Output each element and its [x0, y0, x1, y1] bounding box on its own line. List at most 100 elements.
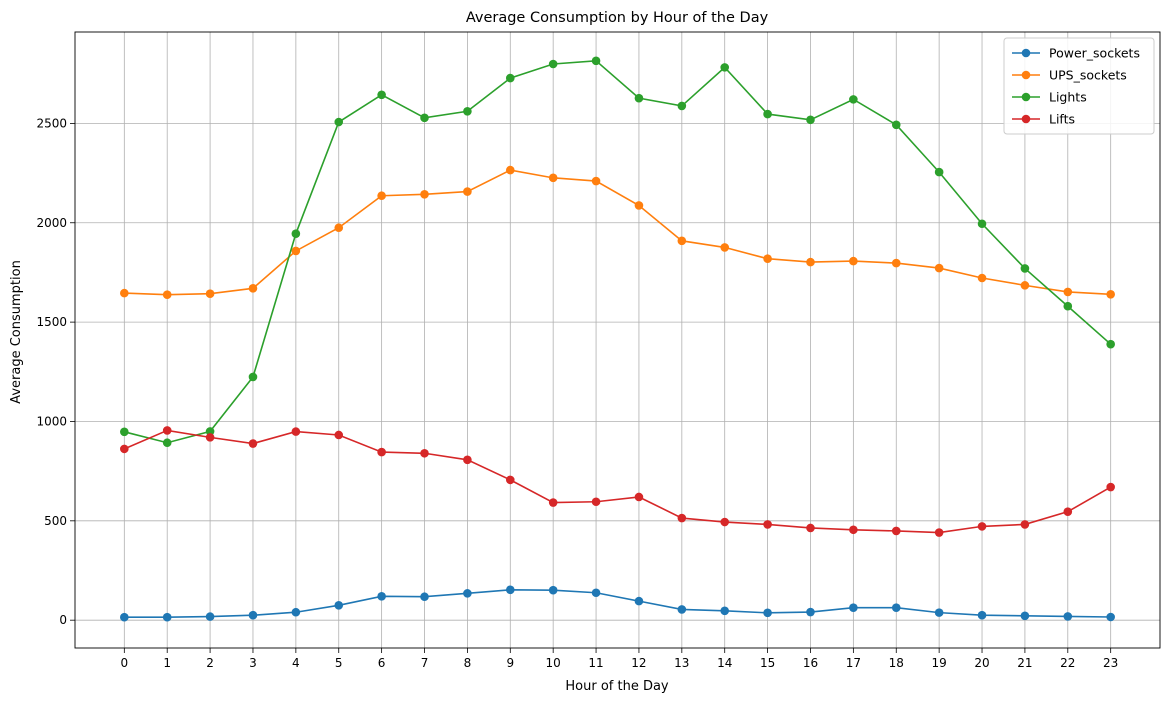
data-point — [1020, 281, 1030, 290]
x-tick-label: 13 — [674, 656, 689, 670]
series-line — [124, 429, 1112, 534]
data-point — [891, 526, 901, 536]
data-point — [1106, 612, 1115, 622]
x-tick-label: 10 — [546, 656, 561, 670]
data-point — [548, 173, 558, 183]
data-point — [720, 606, 730, 616]
data-point — [505, 165, 515, 175]
y-tick-label: 2000 — [36, 216, 67, 230]
data-point — [548, 585, 558, 595]
data-point — [806, 607, 815, 617]
data-point — [1106, 289, 1115, 299]
data-point — [1063, 507, 1073, 516]
data-point — [162, 290, 172, 299]
x-tick-label: 17 — [846, 656, 861, 670]
data-point — [591, 176, 601, 186]
data-point — [634, 492, 644, 502]
x-tick-label: 4 — [292, 656, 300, 670]
data-point — [377, 447, 386, 457]
x-tick-label: 14 — [717, 656, 732, 670]
data-point — [291, 246, 301, 256]
data-point — [591, 56, 601, 66]
data-point — [849, 603, 858, 612]
data-point — [291, 607, 301, 617]
data-point — [720, 243, 730, 252]
data-point — [548, 498, 558, 507]
data-point — [205, 433, 215, 442]
data-point — [1020, 264, 1030, 273]
data-point — [891, 603, 901, 612]
data-point — [162, 612, 172, 622]
data-point — [463, 106, 472, 116]
data-point — [205, 289, 215, 299]
data-point — [463, 187, 472, 196]
data-point — [1106, 339, 1115, 349]
data-point — [420, 190, 429, 199]
x-tick-label: 8 — [464, 656, 472, 670]
data-point — [934, 167, 944, 177]
x-tick-label: 19 — [931, 656, 946, 670]
chart-title: Average Consumption by Hour of the Day — [466, 10, 769, 26]
data-point — [934, 263, 944, 273]
series-line — [124, 588, 1111, 619]
data-point — [677, 605, 687, 614]
x-tick-label: 20 — [974, 656, 989, 670]
data-point — [591, 588, 601, 598]
data-point — [205, 612, 215, 621]
y-tick-label: 0 — [59, 613, 67, 627]
data-point — [591, 497, 601, 507]
data-point — [334, 600, 344, 610]
data-point — [977, 610, 987, 620]
data-point — [1063, 301, 1073, 311]
data-point — [420, 592, 429, 602]
data-point — [334, 223, 344, 233]
x-tick-label: 22 — [1060, 656, 1075, 670]
x-tick-label: 3 — [249, 656, 257, 670]
data-point — [377, 592, 386, 601]
x-tick-label: 15 — [760, 656, 775, 670]
x-tick-label: 1 — [163, 656, 171, 670]
data-point — [1063, 612, 1073, 621]
data-point — [1020, 520, 1030, 529]
data-point — [677, 236, 687, 246]
legend-item: UPS_sockets — [1012, 68, 1127, 83]
data-point — [720, 63, 730, 72]
data-point — [162, 438, 172, 448]
x-axis-label: Hour of the Day — [565, 679, 669, 694]
plot-frame — [74, 31, 1161, 649]
y-axis-label: Average Consumption — [9, 260, 24, 404]
data-point — [849, 95, 858, 104]
data-point — [891, 120, 901, 130]
data-point — [849, 525, 858, 535]
data-point — [934, 608, 944, 617]
data-point — [377, 191, 386, 201]
data-point — [763, 608, 772, 618]
series-ups-sockets — [120, 165, 1115, 299]
data-point — [634, 93, 644, 103]
data-point — [248, 284, 258, 293]
x-tick-label: 11 — [588, 656, 603, 670]
data-point — [291, 427, 301, 436]
data-point — [420, 113, 429, 123]
data-point — [977, 219, 987, 229]
legend-swatch-marker — [1021, 92, 1031, 102]
data-point — [806, 257, 815, 267]
legend-box — [1003, 37, 1155, 135]
legend: Power_sockets UPS_sockets Lights Lifts — [1003, 37, 1155, 135]
data-point — [977, 522, 987, 531]
data-point — [806, 523, 815, 533]
x-tick-label: 18 — [889, 656, 904, 670]
data-point — [891, 258, 901, 268]
data-point — [334, 430, 344, 440]
data-point — [505, 73, 515, 83]
data-point — [720, 517, 730, 527]
data-point — [977, 273, 987, 283]
legend-item: Lifts — [1012, 112, 1075, 127]
x-tick-label: 2 — [206, 656, 214, 670]
data-point — [205, 427, 215, 436]
data-point — [1063, 287, 1073, 297]
axes: 0 1 2 3 4 5 6 7 8 9 10 11 12 13 14 15 16 17 18 19 20 21 22 2305… — [36, 31, 1161, 670]
data-point — [120, 427, 129, 437]
data-point — [548, 59, 558, 69]
